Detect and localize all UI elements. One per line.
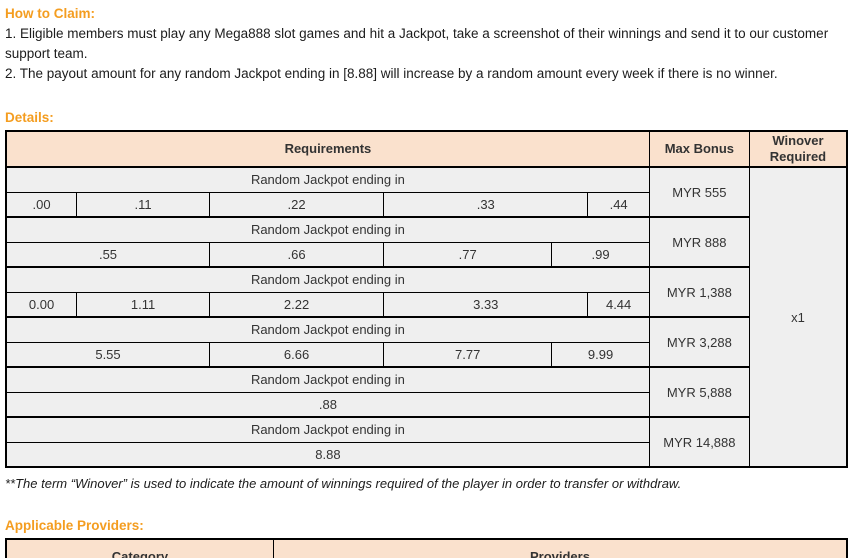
jackpot-group-5-label-row: Random Jackpot ending in MYR 5,888	[5, 366, 847, 418]
winover-header: Winover Required	[748, 130, 848, 168]
jackpot-group-2-values-row: .55 .66 .77 .99	[5, 241, 847, 268]
category-header: Category	[5, 538, 274, 558]
jackpot-group-6-label-row: Random Jackpot ending in MYR 14,888	[5, 416, 847, 468]
jackpot-group-label: Random Jackpot ending in	[5, 166, 650, 193]
details-heading: Details:	[5, 110, 54, 125]
winover-value-cell: x1	[748, 166, 848, 468]
winover-footnote: **The term “Winover” is used to indicate…	[5, 476, 682, 491]
max-bonus-cell: MYR 5,888	[648, 366, 750, 418]
jackpot-ending-cell: .77	[383, 241, 553, 268]
jackpot-group-6-values-row: 8.88	[5, 441, 847, 468]
providers-header: Providers	[272, 538, 848, 558]
providers-header-row: Category Providers	[5, 538, 848, 558]
jackpot-ending-cell: 9.99	[551, 341, 650, 368]
details-table: Requirements Max Bonus Winover Required …	[5, 130, 848, 468]
jackpot-ending-cell: .11	[76, 191, 211, 218]
jackpot-ending-cell: .99	[551, 241, 650, 268]
jackpot-ending-cell: .33	[383, 191, 589, 218]
max-bonus-cell: MYR 888	[648, 216, 750, 268]
max-bonus-cell: MYR 14,888	[648, 416, 750, 468]
jackpot-ending-cell: .44	[587, 191, 650, 218]
jackpot-ending-cell: .55	[5, 241, 211, 268]
jackpot-group-1-values-row: .00 .11 .22 .33 .44	[5, 191, 847, 218]
jackpot-group-label: Random Jackpot ending in	[5, 416, 650, 443]
how-to-claim-heading: How to Claim:	[5, 6, 95, 21]
jackpot-group-label: Random Jackpot ending in	[5, 316, 650, 343]
jackpot-group-label: Random Jackpot ending in	[5, 266, 650, 293]
jackpot-group-label: Random Jackpot ending in	[5, 216, 650, 243]
jackpot-ending-cell: .00	[5, 191, 78, 218]
jackpot-group-5-values-row: .88	[5, 391, 847, 418]
jackpot-group-3-values-row: 0.00 1.11 2.22 3.33 4.44	[5, 291, 847, 318]
jackpot-ending-cell: 5.55	[5, 341, 211, 368]
jackpot-ending-cell: 4.44	[587, 291, 650, 318]
jackpot-ending-cell: 1.11	[76, 291, 211, 318]
jackpot-group-2-label-row: Random Jackpot ending in MYR 888	[5, 216, 847, 268]
claim-instruction-1: 1. Eligible members must play any Mega88…	[5, 26, 829, 61]
jackpot-group-1-label-row: Random Jackpot ending in MYR 555 x1	[5, 166, 848, 468]
jackpot-group-3-label-row: Random Jackpot ending in MYR 1,388	[5, 266, 847, 318]
details-header-row: Requirements Max Bonus Winover Required	[5, 130, 848, 168]
jackpot-group-label: Random Jackpot ending in	[5, 366, 650, 393]
jackpot-ending-cell: .88	[5, 391, 650, 418]
applicable-providers-heading: Applicable Providers:	[5, 518, 144, 533]
requirements-header: Requirements	[5, 130, 650, 168]
jackpot-ending-cell: 7.77	[383, 341, 553, 368]
max-bonus-cell: MYR 555	[648, 166, 750, 218]
max-bonus-cell: MYR 1,388	[648, 266, 750, 318]
jackpot-ending-cell: 3.33	[383, 291, 589, 318]
jackpot-ending-cell: 2.22	[209, 291, 385, 318]
jackpot-ending-cell: 6.66	[209, 341, 385, 368]
max-bonus-cell: MYR 3,288	[648, 316, 750, 368]
jackpot-ending-cell: .22	[209, 191, 385, 218]
jackpot-group-4-label-row: Random Jackpot ending in MYR 3,288	[5, 316, 847, 368]
jackpot-ending-cell: 0.00	[5, 291, 78, 318]
claim-instruction-2: 2. The payout amount for any random Jack…	[5, 66, 778, 81]
jackpot-ending-cell: 8.88	[5, 441, 650, 468]
jackpot-ending-cell: .66	[209, 241, 385, 268]
providers-table: Category Providers Slots Mega888 Only	[5, 538, 848, 558]
max-bonus-header: Max Bonus	[648, 130, 750, 168]
how-to-claim-list: 1. Eligible members must play any Mega88…	[5, 24, 846, 84]
